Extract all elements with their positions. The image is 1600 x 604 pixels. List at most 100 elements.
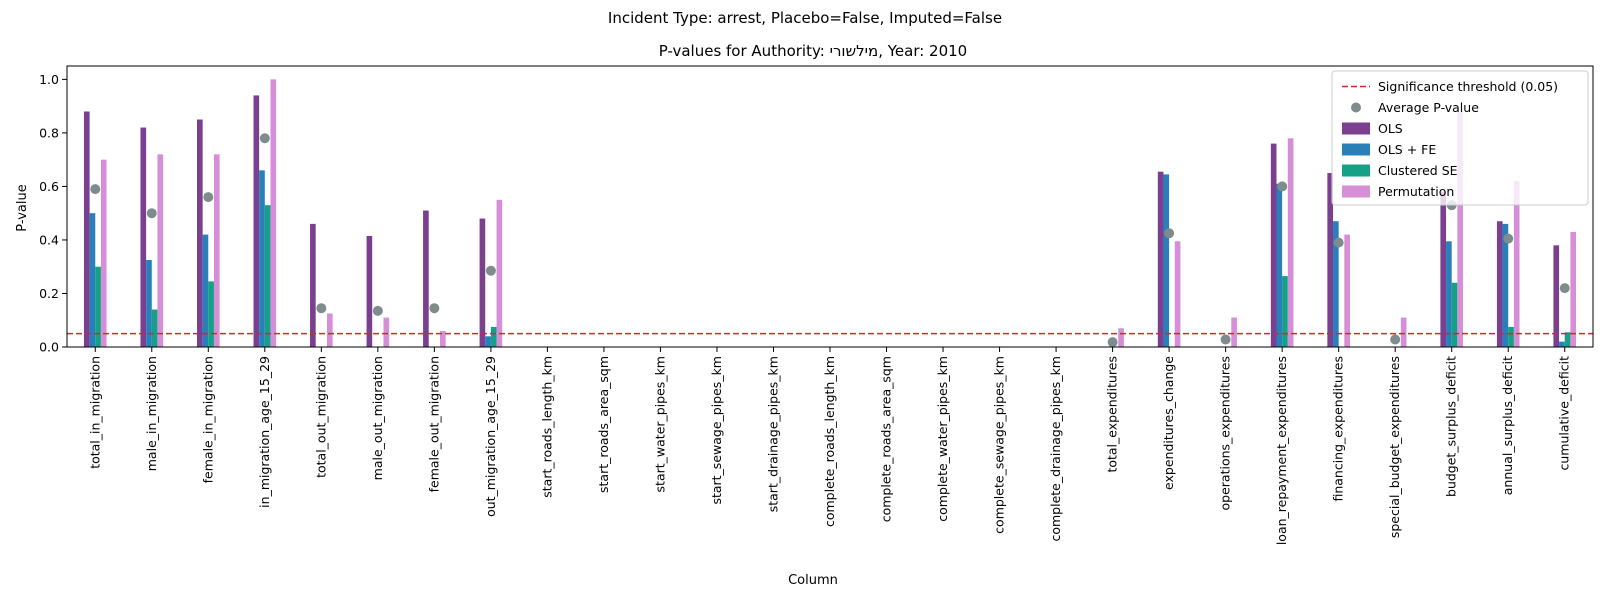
bar-ols-financing_expenditures	[1327, 173, 1334, 347]
bar-permutation-annual_surplus_deficit	[1513, 181, 1520, 347]
x-tick-label: start_roads_length_km	[539, 356, 554, 498]
x-tick-label: complete_sewage_pipes_km	[992, 356, 1007, 534]
bar-permutation-expenditures_change	[1174, 241, 1181, 347]
chart-suptitle: Incident Type: arrest, Placebo=False, Im…	[608, 9, 1002, 27]
bar-clustered-se-cumulative_deficit	[1564, 332, 1571, 347]
y-tick-label: 1.0	[39, 72, 59, 87]
legend-label-permutation: Permutation	[1378, 184, 1454, 199]
bar-ols-fe-in_migration_age_15_29	[259, 170, 265, 347]
bar-permutation-loan_repayment_expenditures	[1287, 138, 1294, 347]
bar-clustered-se-in_migration_age_15_29	[264, 205, 271, 347]
bar-ols-male_in_migration	[140, 127, 147, 347]
bar-ols-fe-female_in_migration	[202, 234, 209, 347]
bar-ols-fe-out_migration_age_15_29	[485, 336, 491, 347]
x-tick-label: operations_expenditures	[1218, 356, 1233, 511]
bar-ols-budget_surplus_deficit	[1440, 191, 1447, 347]
bar-ols-out_migration_age_15_29	[479, 218, 486, 347]
average-marker-female_out_migration	[429, 303, 440, 314]
bar-clustered-se-annual_surplus_deficit	[1508, 326, 1514, 347]
legend-label-ols: OLS	[1378, 121, 1403, 136]
average-marker-male_in_migration	[146, 208, 157, 219]
legend-box	[1331, 70, 1589, 206]
average-marker-special_budget_expenditures	[1390, 334, 1401, 345]
bar-permutation-financing_expenditures	[1344, 234, 1350, 347]
bar-ols-total_in_migration	[83, 111, 90, 347]
x-tick-label: financing_expenditures	[1331, 356, 1346, 502]
bar-clustered-se-female_in_migration	[208, 281, 214, 347]
bar-permutation-cumulative_deficit	[1570, 231, 1577, 347]
average-marker-male_out_migration	[372, 305, 383, 316]
x-tick-label: in_migration_age_15_29	[257, 356, 272, 508]
x-axis-label: Column	[788, 573, 838, 588]
bar-permutation-total_expenditures	[1118, 328, 1124, 347]
bar-ols-expenditures_change	[1157, 171, 1164, 347]
bar-permutation-in_migration_age_15_29	[270, 79, 277, 347]
average-marker-financing_expenditures	[1333, 237, 1344, 248]
x-tick-label: total_in_migration	[87, 356, 102, 469]
bar-ols-fe-male_in_migration	[146, 260, 152, 347]
bar-ols-in_migration_age_15_29	[253, 95, 260, 347]
bar-ols-loan_repayment_expenditures	[1270, 143, 1277, 347]
x-tick-label: annual_surplus_deficit	[1500, 356, 1515, 495]
bar-ols-fe-loan_repayment_expenditures	[1276, 183, 1283, 347]
bar-ols-male_out_migration	[366, 235, 373, 347]
x-tick-label: total_out_migration	[313, 356, 328, 478]
legend-swatch-ols-fe	[1342, 143, 1370, 156]
bars-layer	[83, 79, 1577, 348]
bar-ols-female_in_migration	[196, 119, 203, 348]
x-tick-label: out_migration_age_15_29	[483, 356, 498, 517]
bar-permutation-budget_surplus_deficit	[1457, 111, 1464, 347]
bar-clustered-se-male_in_migration	[151, 309, 158, 347]
x-tick-label: complete_roads_length_km	[822, 356, 837, 527]
x-tick-label: male_out_migration	[370, 356, 385, 480]
y-tick-label: 0.6	[39, 179, 59, 194]
x-tick-label: complete_water_pipes_km	[935, 356, 950, 522]
average-marker-in_migration_age_15_29	[259, 133, 270, 144]
x-tick-label: start_roads_area_sqm	[596, 356, 611, 493]
bar-ols-cumulative_deficit	[1553, 245, 1560, 347]
legend-label-clustered-se: Clustered SE	[1378, 163, 1458, 178]
chart-title: P-values for Authority: מילשורי, Year: 2…	[659, 42, 967, 60]
x-tick-label: expenditures_change	[1161, 356, 1176, 490]
bar-ols-fe-budget_surplus_deficit	[1446, 241, 1452, 347]
bar-permutation-female_in_migration	[213, 154, 220, 347]
legend-swatch-ols	[1342, 122, 1370, 135]
bar-clustered-se-total_in_migration	[95, 266, 101, 347]
legend-label-ols-fe: OLS + FE	[1378, 142, 1436, 157]
legend-average-swatch	[1351, 102, 1361, 113]
axes-layer: 0.0 0.2 0.4 0.6 0.8 1.0 total_in_migration male…	[39, 65, 1594, 545]
x-tick-label: complete_roads_area_sqm	[879, 356, 894, 522]
bar-permutation-out_migration_age_15_29	[496, 199, 503, 347]
y-tick-label: 0.0	[39, 340, 59, 355]
bar-ols-fe-financing_expenditures	[1333, 221, 1339, 347]
bar-permutation-total_in_migration	[100, 159, 107, 347]
x-tick-label: cumulative_deficit	[1557, 356, 1572, 471]
x-tick-label: start_drainage_pipes_km	[765, 356, 780, 512]
x-tick-label: male_in_migration	[144, 356, 159, 471]
bar-permutation-female_out_migration	[440, 330, 446, 347]
legend-threshold-label: Significance threshold (0.05)	[1378, 79, 1558, 94]
y-axis-label: P-value	[15, 184, 30, 231]
average-marker-female_in_migration	[203, 192, 214, 203]
y-tick-label: 0.2	[39, 286, 59, 301]
average-marker-total_out_migration	[316, 303, 327, 314]
bar-permutation-total_out_migration	[326, 313, 333, 347]
average-marker-total_expenditures	[1107, 337, 1118, 348]
average-markers-layer	[90, 133, 1570, 348]
bar-ols-fe-cumulative_deficit	[1559, 341, 1565, 347]
legend: Significance threshold (0.05) Average P-v…	[1331, 70, 1589, 206]
average-marker-annual_surplus_deficit	[1503, 233, 1514, 244]
average-marker-loan_repayment_expenditures	[1277, 181, 1288, 192]
bar-ols-female_out_migration	[423, 210, 429, 347]
x-tick-label: female_in_migration	[200, 356, 215, 483]
average-marker-total_in_migration	[90, 184, 101, 195]
y-tick-label: 0.4	[39, 232, 59, 247]
bar-ols-total_out_migration	[310, 223, 316, 347]
bar-ols-annual_surplus_deficit	[1496, 221, 1503, 347]
average-marker-out_migration_age_15_29	[485, 265, 496, 276]
average-marker-operations_expenditures	[1220, 334, 1231, 345]
legend-average-label: Average P-value	[1378, 100, 1479, 115]
bar-permutation-male_out_migration	[383, 317, 390, 347]
bar-ols-fe-annual_surplus_deficit	[1502, 223, 1509, 347]
legend-swatch-permutation	[1342, 185, 1370, 198]
